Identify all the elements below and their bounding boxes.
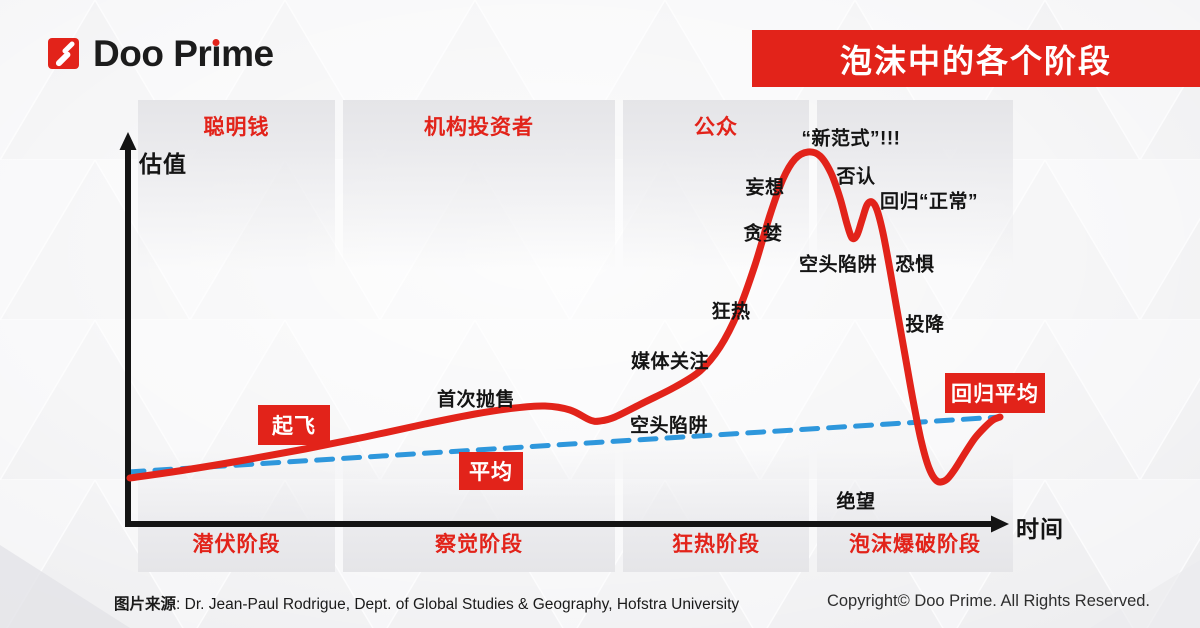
- delusion-label: 妄想: [745, 177, 785, 199]
- bull-trap-label: 空头陷阱: [798, 254, 878, 276]
- despair-label: 绝望: [836, 491, 876, 513]
- return-to-mean-badge: 回归平均: [945, 373, 1045, 413]
- mean-badge: 平均: [459, 452, 523, 490]
- enthusiasm-label: 狂热: [711, 301, 751, 323]
- denial-label: 否认: [836, 166, 876, 188]
- return-to-normal-label: 回归“正常”: [879, 191, 979, 213]
- y-axis-arrow: [119, 132, 137, 150]
- take-off-badge: 起飞: [258, 405, 330, 445]
- capitulation-label: 投降: [905, 314, 945, 336]
- x-axis-label: 时间: [1016, 516, 1064, 542]
- media-attention-label: 媒体关注: [630, 351, 710, 373]
- first-sell-off-label: 首次抛售: [436, 389, 516, 411]
- new-paradigm-label: “新范式”!!!: [801, 128, 901, 150]
- y-axis-label: 估值: [139, 151, 187, 177]
- fear-label: 恐惧: [895, 254, 935, 276]
- greed-label: 贪婪: [743, 223, 783, 245]
- bear-trap-label: 空头陷阱: [629, 415, 709, 437]
